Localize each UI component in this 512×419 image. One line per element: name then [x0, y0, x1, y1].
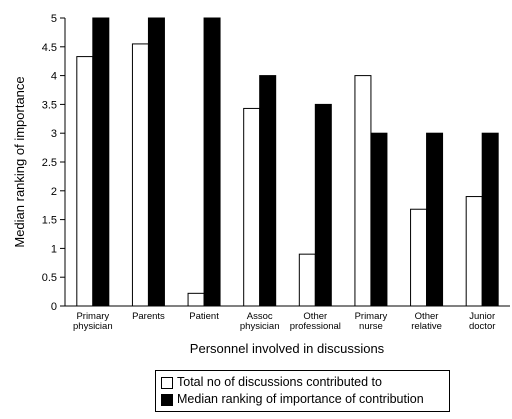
y-axis-label: Median ranking of importance — [12, 76, 27, 247]
y-tick-label: 3 — [51, 128, 57, 140]
legend-item-total: Total no of discussions contributed to — [161, 374, 443, 391]
bar-total-discussions — [410, 208, 428, 307]
x-tick-label: Primary nurse — [355, 311, 388, 332]
x-tick-label: Other professional — [290, 311, 341, 332]
legend-label: Median ranking of importance of contribu… — [177, 392, 424, 406]
x-tick-label: Other relative — [411, 311, 442, 332]
bar-median-importance — [314, 103, 332, 307]
x-tick-label: Primary physician — [73, 311, 113, 332]
bar-median-importance — [203, 17, 221, 307]
legend-swatch-black — [161, 393, 173, 406]
bar-total-discussions — [243, 107, 261, 307]
bar-median-importance — [147, 17, 165, 307]
legend-item-median: Median ranking of importance of contribu… — [161, 391, 443, 408]
y-tick-label: 0.5 — [42, 272, 57, 284]
legend-label: Total no of discussions contributed to — [177, 375, 382, 389]
bar-median-importance — [426, 132, 444, 307]
y-tick-label: 1.5 — [42, 215, 57, 227]
bar-total-discussions — [131, 43, 149, 307]
bar-total-discussions — [187, 292, 205, 307]
y-tick-label: 0 — [51, 301, 57, 313]
y-tick-label: 3.5 — [42, 99, 57, 111]
bar-total-discussions — [465, 196, 483, 307]
y-tick-label: 1 — [51, 243, 57, 255]
legend-swatch-white — [161, 376, 173, 389]
y-tick-label: 2.5 — [42, 157, 57, 169]
y-tick-label: 4.5 — [42, 42, 57, 54]
x-axis-label: Personnel involved in discussions — [190, 341, 385, 356]
y-tick-label: 4 — [51, 71, 57, 83]
bar-total-discussions — [298, 253, 316, 307]
y-tick-label: 2 — [51, 186, 57, 198]
chart-legend: Total no of discussions contributed to M… — [155, 370, 450, 412]
bar-median-importance — [481, 132, 499, 307]
bar-median-importance — [370, 132, 388, 307]
bar-chart: 0 0.5 1 1.5 2 2.5 3 3.5 4 4.5 5 Primary physician Par… — [12, 13, 510, 356]
y-tick-label: 5 — [51, 13, 57, 25]
x-tick-label: Patient — [189, 311, 219, 322]
bar-total-discussions — [76, 56, 94, 307]
x-tick-label: Junior doctor — [469, 311, 495, 332]
x-tick-label: Parents — [132, 311, 165, 322]
bar-median-importance — [92, 17, 110, 307]
x-tick-label: Assoc physician — [240, 311, 280, 332]
bar-median-importance — [259, 75, 277, 307]
bar-total-discussions — [354, 75, 372, 307]
